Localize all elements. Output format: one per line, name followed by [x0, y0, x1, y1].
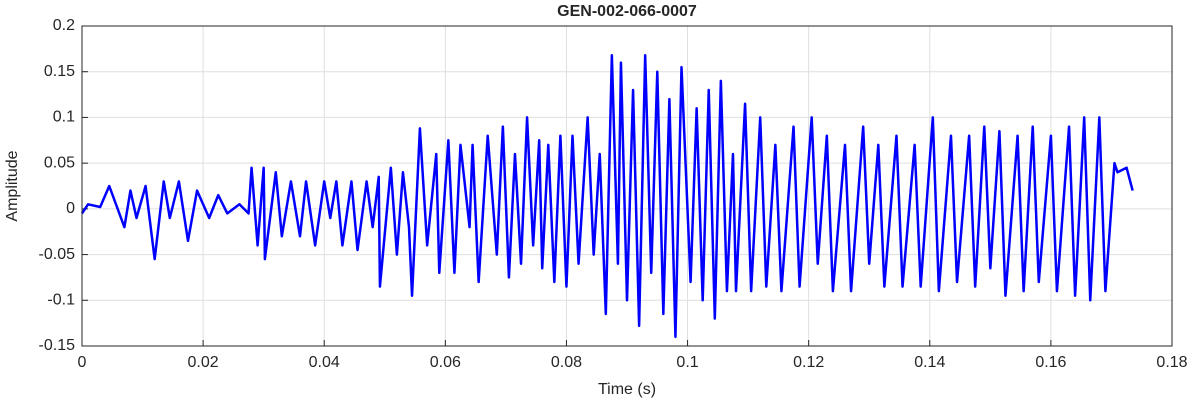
y-tick-label: 0: [66, 200, 75, 217]
y-tick-label: 0.15: [44, 63, 75, 80]
x-tick-label: 0.12: [793, 354, 824, 371]
y-tick-label: -0.1: [47, 292, 75, 309]
x-tick-label: 0.04: [309, 354, 340, 371]
y-tick-label: -0.05: [39, 246, 76, 263]
x-tick-label: 0.14: [914, 354, 945, 371]
y-tick-label: -0.15: [39, 337, 76, 354]
chart-title: GEN-002-066-0007: [557, 3, 697, 20]
y-tick-label: 0.1: [53, 109, 75, 126]
y-tick-label: 0.05: [44, 154, 75, 171]
y-tick-label: 0.2: [53, 17, 75, 34]
x-tick-label: 0.16: [1035, 354, 1066, 371]
x-tick-label: 0.02: [188, 354, 219, 371]
waveform-line: [80, 54, 1134, 339]
y-axis-label: Amplitude: [4, 150, 21, 221]
x-tick-label: 0: [78, 354, 87, 371]
x-tick-label: 0.18: [1156, 354, 1187, 371]
x-axis-label: Time (s): [598, 381, 656, 398]
x-tick-label: 0.08: [551, 354, 582, 371]
x-tick-label: 0.06: [430, 354, 461, 371]
x-tick-label: 0.1: [676, 354, 698, 371]
plot-frame: [81, 25, 1173, 347]
